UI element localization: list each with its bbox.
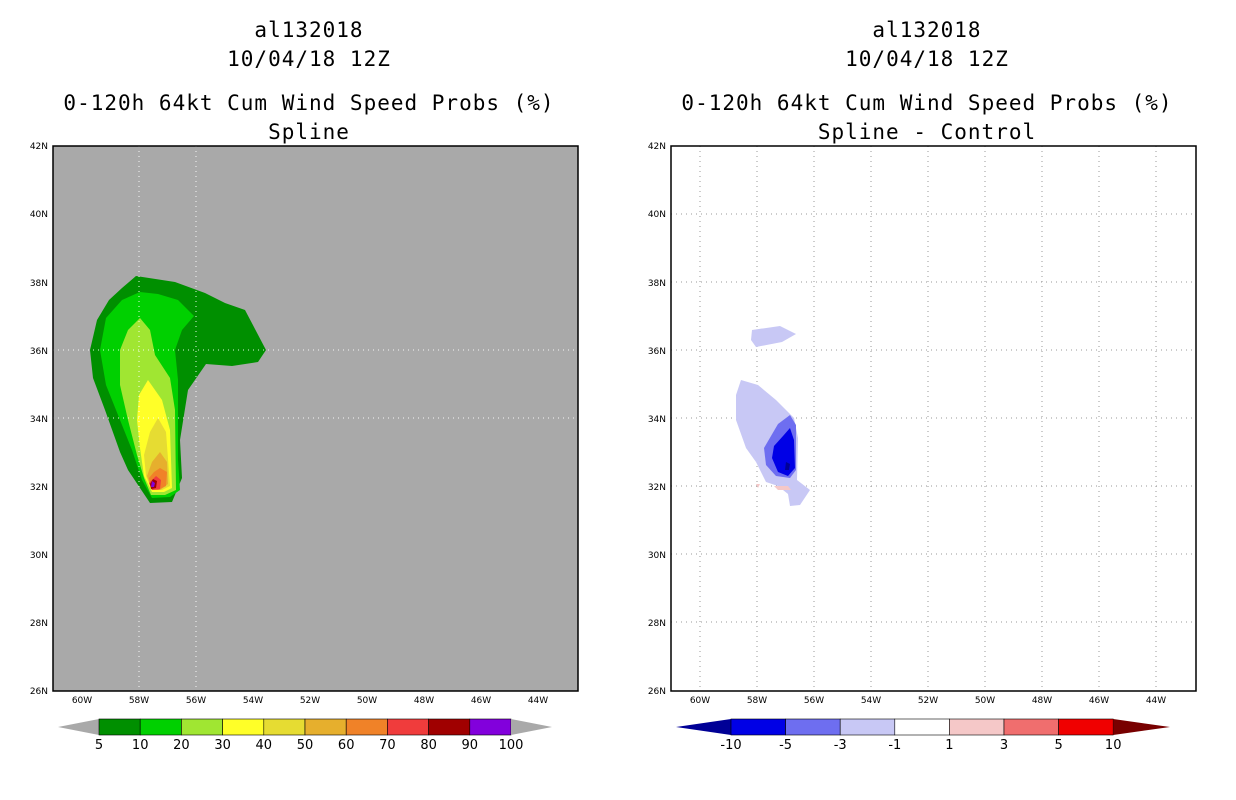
lat-label: 32N — [648, 483, 666, 493]
prob-colorbar-label: 60 — [338, 738, 355, 753]
storm-id-title: al132018 — [872, 18, 982, 42]
diff-colorbar-label: -1 — [888, 738, 901, 753]
prob-colorbar-cell — [304, 718, 347, 736]
lat-label: 26N — [648, 687, 666, 697]
lat-label: 42N — [30, 142, 48, 152]
difference-map: 42N 40N 38N 36N 34N 32N 30N 28N 26N 60W … — [648, 142, 1197, 706]
lon-label: 54W — [861, 696, 881, 706]
prob-colorbar-label: 80 — [420, 738, 437, 753]
prob-colorbar-label: 50 — [297, 738, 314, 753]
prob-colorbar-label: 10 — [132, 738, 149, 753]
prob-colorbar-cell — [263, 718, 306, 736]
diff-colorbar-cell — [894, 718, 950, 736]
prob-colorbar-cell — [345, 718, 388, 736]
lon-label: 52W — [918, 696, 938, 706]
date-title: 10/04/18 12Z — [845, 47, 1009, 71]
contour-minus1-north — [751, 326, 796, 347]
lat-label: 40N — [30, 210, 48, 220]
difference-colorbar: -10 -5 -3 -1 1 3 5 10 — [676, 718, 1170, 753]
lon-label: 58W — [747, 696, 767, 706]
lon-label: 52W — [300, 696, 320, 706]
lon-label: 60W — [690, 696, 710, 706]
lon-label: 44W — [1146, 696, 1166, 706]
storm-id-title: al132018 — [254, 18, 364, 42]
prob-colorbar-cell — [98, 718, 141, 736]
lon-label: 58W — [129, 696, 149, 706]
diff-colorbar-label: 5 — [1054, 738, 1062, 753]
lat-label: 36N — [30, 347, 48, 357]
prob-colorbar-cell — [139, 718, 182, 736]
contour-90 — [151, 481, 155, 487]
product-title: 0-120h 64kt Cum Wind Speed Probs (%) — [681, 91, 1173, 115]
prob-colorbar-cell — [387, 718, 429, 736]
lon-label: 50W — [975, 696, 995, 706]
product-title: 0-120h 64kt Cum Wind Speed Probs (%) — [63, 91, 555, 115]
diff-colorbar-cell — [1003, 718, 1059, 736]
lat-label: 28N — [648, 619, 666, 629]
lat-label: 42N — [648, 142, 666, 152]
diff-colorbar-label: 10 — [1105, 738, 1122, 753]
probability-colorbar: 5 10 20 30 40 50 60 70 80 90 100 — [58, 718, 552, 753]
lon-label: 46W — [471, 696, 491, 706]
contour-minus10 — [785, 462, 790, 470]
prob-colorbar-label: 40 — [256, 738, 273, 753]
prob-colorbar-under-arrow — [58, 719, 99, 735]
lon-label: 56W — [804, 696, 824, 706]
lon-label: 50W — [357, 696, 377, 706]
prob-colorbar-cell — [469, 718, 512, 736]
map-frame — [52, 145, 579, 692]
contour-plus1-speck — [756, 484, 760, 488]
diff-colorbar-cell — [839, 718, 896, 736]
diff-colorbar-over-arrow — [1113, 719, 1170, 735]
diff-colorbar-label: -10 — [720, 738, 741, 753]
contour-plus1 — [774, 486, 791, 490]
lon-label: 48W — [1032, 696, 1052, 706]
diff-colorbar-label: 3 — [1000, 738, 1008, 753]
prob-colorbar-label: 20 — [173, 738, 190, 753]
diff-colorbar-cell — [1058, 718, 1114, 736]
diff-colorbar-label: -3 — [834, 738, 847, 753]
prob-colorbar-over-arrow — [511, 719, 552, 735]
method-title: Spline — [268, 120, 350, 144]
prob-colorbar-cell — [428, 718, 471, 736]
lat-label: 26N — [30, 687, 48, 697]
lon-label: 56W — [186, 696, 206, 706]
lon-label: 44W — [528, 696, 548, 706]
probability-map: 42N 40N 38N 36N 34N 32N 30N 28N 26N 60W … — [30, 142, 579, 706]
lon-label: 54W — [243, 696, 263, 706]
prob-colorbar-label: 70 — [379, 738, 396, 753]
lat-label: 28N — [30, 619, 48, 629]
left-panel: al132018 10/04/18 12Z 0-120h 64kt Cum Wi… — [30, 18, 579, 753]
method-title: Spline - Control — [817, 120, 1037, 144]
lon-label: 48W — [414, 696, 434, 706]
prob-colorbar-cell — [222, 718, 265, 736]
diff-colorbar-label: -5 — [779, 738, 792, 753]
date-title: 10/04/18 12Z — [227, 47, 391, 71]
diff-colorbar-cell — [785, 718, 841, 736]
lat-label: 38N — [30, 279, 48, 289]
lon-label: 46W — [1089, 696, 1109, 706]
lat-label: 36N — [648, 347, 666, 357]
diff-colorbar-cell — [949, 718, 1005, 736]
lat-label: 40N — [648, 210, 666, 220]
lat-label: 34N — [648, 415, 666, 425]
prob-colorbar-label: 100 — [499, 738, 524, 753]
diff-colorbar-under-arrow — [676, 719, 731, 735]
prob-colorbar-cell — [181, 718, 223, 736]
diff-colorbar-label: 1 — [945, 738, 953, 753]
diff-colorbar-cell — [730, 718, 786, 736]
right-panel: al132018 10/04/18 12Z 0-120h 64kt Cum Wi… — [618, 0, 1236, 800]
lat-label: 30N — [648, 551, 666, 561]
map-frame — [670, 145, 1197, 692]
lat-label: 30N — [30, 551, 48, 561]
prob-colorbar-label: 90 — [462, 738, 479, 753]
lat-label: 38N — [648, 279, 666, 289]
prob-colorbar-label: 30 — [214, 738, 231, 753]
lon-label: 60W — [72, 696, 92, 706]
lat-label: 32N — [30, 483, 48, 493]
lat-label: 34N — [30, 415, 48, 425]
prob-colorbar-label: 5 — [95, 738, 103, 753]
